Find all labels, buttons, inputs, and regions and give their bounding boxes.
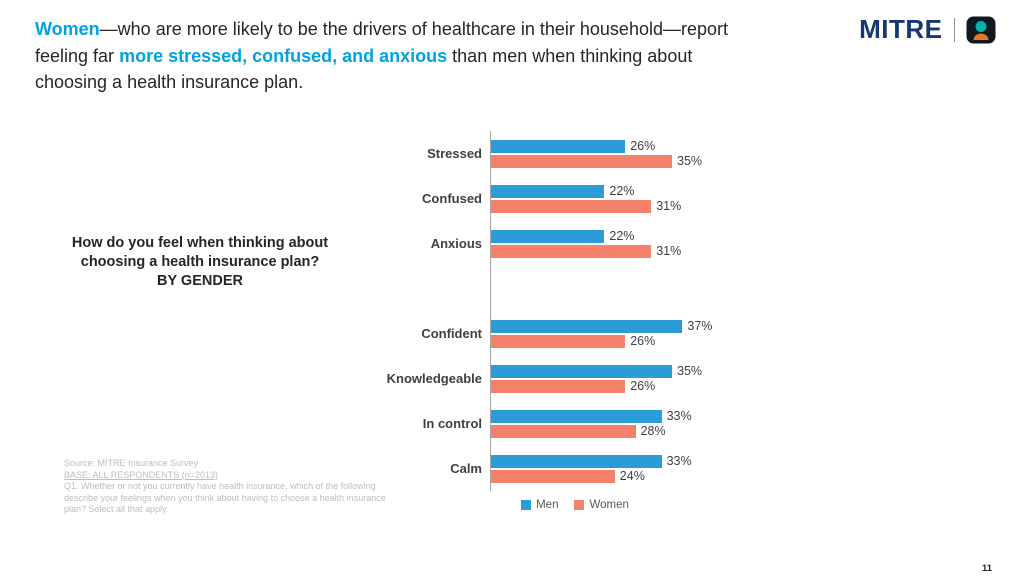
source-line: Source: MITRE Insurance Survey (64, 458, 199, 468)
bar-line: 22% (490, 229, 681, 243)
mitre-wordmark: MITRE (859, 14, 943, 44)
source-base-line: BASE: ALL RESPONDENTS (n=2013) (64, 469, 218, 480)
bar-line: 26% (490, 334, 712, 348)
women-bar (490, 199, 652, 213)
category-label: Calm (450, 461, 482, 476)
men-bar (490, 139, 626, 153)
chart-axis (490, 131, 491, 491)
page-number: 11 (981, 563, 992, 574)
bar-line: 33% (490, 454, 692, 468)
men-bar (490, 229, 605, 243)
bar-pair: 33% 24% (490, 454, 692, 483)
legend-swatch (521, 500, 532, 510)
bar-value-label: 26% (630, 334, 656, 348)
bar-pair: 35% 26% (490, 364, 702, 393)
women-bar (490, 424, 636, 438)
bar-value-label: 31% (656, 244, 682, 258)
bar-value-label: 26% (630, 379, 656, 393)
category-label: Knowledgeable (386, 371, 482, 386)
bar-value-label: 35% (677, 364, 703, 378)
men-bar (490, 184, 605, 198)
bar-chart: Stressed 26% 35% Confused 22% 31% Anxious 22% 31… (330, 131, 760, 491)
category-label: Confused (422, 191, 482, 206)
bar-value-label: 33% (666, 454, 692, 468)
question-line-2: choosing a health insurance plan? (80, 254, 320, 270)
bar-line: 26% (490, 379, 702, 393)
bar-line: 24% (490, 469, 692, 483)
bar-line: 28% (490, 424, 692, 438)
mitre-logo: MITRE (859, 14, 996, 45)
men-bar (490, 409, 662, 423)
men-bar (490, 319, 683, 333)
legend-label: Men (536, 499, 559, 511)
women-bar (490, 154, 672, 168)
chart-row-calm: Calm 33% 24% (330, 446, 760, 491)
women-bar (490, 244, 652, 258)
bar-value-label: 31% (656, 199, 682, 213)
bar-value-label: 22% (609, 184, 635, 198)
group-gap (330, 266, 760, 311)
chart-legend: Men Women (490, 499, 660, 511)
bar-pair: 37% 26% (490, 319, 712, 348)
bar-value-label: 22% (609, 229, 635, 243)
bar-line: 31% (490, 244, 681, 258)
legend-swatch (574, 500, 585, 510)
slide-title: Women—who are more likely to be the driv… (35, 16, 750, 96)
chart-row-anxious: Anxious 22% 31% (330, 221, 760, 266)
title-text: than men when thinking about choosing a … (35, 45, 693, 93)
category-label: In control (422, 416, 482, 431)
bar-line: 26% (490, 139, 702, 153)
chart-row-confused: Confused 22% 31% (330, 176, 760, 221)
bar-line: 22% (490, 184, 681, 198)
chart-question: How do you feel when thinking about choo… (42, 234, 358, 291)
bar-pair: 22% 31% (490, 184, 681, 213)
bar-pair: 22% 31% (490, 229, 681, 258)
chart-row-in-control: In control 33% 28% (330, 401, 760, 446)
legend-label: Women (589, 499, 629, 511)
chart-row-stressed: Stressed 26% 35% (330, 131, 760, 176)
category-label: Confident (421, 326, 482, 341)
title-text: —who are more likely to be the drivers o… (35, 19, 728, 66)
bar-value-label: 35% (677, 154, 703, 168)
men-bar (490, 454, 662, 468)
question-line-3: BY GENDER (157, 273, 243, 289)
question-line-1: How do you feel when thinking about (71, 235, 329, 251)
women-bar (490, 379, 626, 393)
mitre-emblem-icon (966, 16, 996, 44)
source-question-line: Q1. Whether or not you currently have he… (64, 481, 386, 514)
bar-value-label: 26% (630, 139, 656, 153)
bar-line: 35% (490, 364, 702, 378)
bar-value-label: 24% (619, 469, 645, 483)
category-label: Stressed (427, 146, 482, 161)
bar-pair: 26% 35% (490, 139, 702, 168)
bar-value-label: 33% (666, 409, 692, 423)
women-bar (490, 469, 615, 483)
men-bar (490, 364, 672, 378)
title-highlight-text: Women (35, 19, 100, 39)
chart-row-confident: Confident 37% 26% (330, 311, 760, 356)
legend-item-men: Men (521, 499, 558, 511)
bar-pair: 33% 28% (490, 409, 692, 438)
bar-line: 37% (490, 319, 712, 333)
bar-line: 33% (490, 409, 692, 423)
source-note: Source: MITRE Insurance Survey BASE: ALL… (64, 458, 396, 516)
women-bar (490, 334, 626, 348)
bar-value-label: 37% (687, 319, 713, 333)
bar-value-label: 28% (640, 424, 666, 438)
legend-item-women: Women (574, 499, 629, 511)
title-highlight-text: more stressed, confused, and anxious (119, 45, 448, 66)
chart-rows: Stressed 26% 35% Confused 22% 31% Anxious 22% 31… (330, 131, 760, 491)
chart-row-knowledgeable: Knowledgeable 35% 26% (330, 356, 760, 401)
logo-divider (953, 17, 955, 42)
bar-line: 31% (490, 199, 681, 213)
category-label: Anxious (430, 236, 482, 251)
bar-line: 35% (490, 154, 702, 168)
